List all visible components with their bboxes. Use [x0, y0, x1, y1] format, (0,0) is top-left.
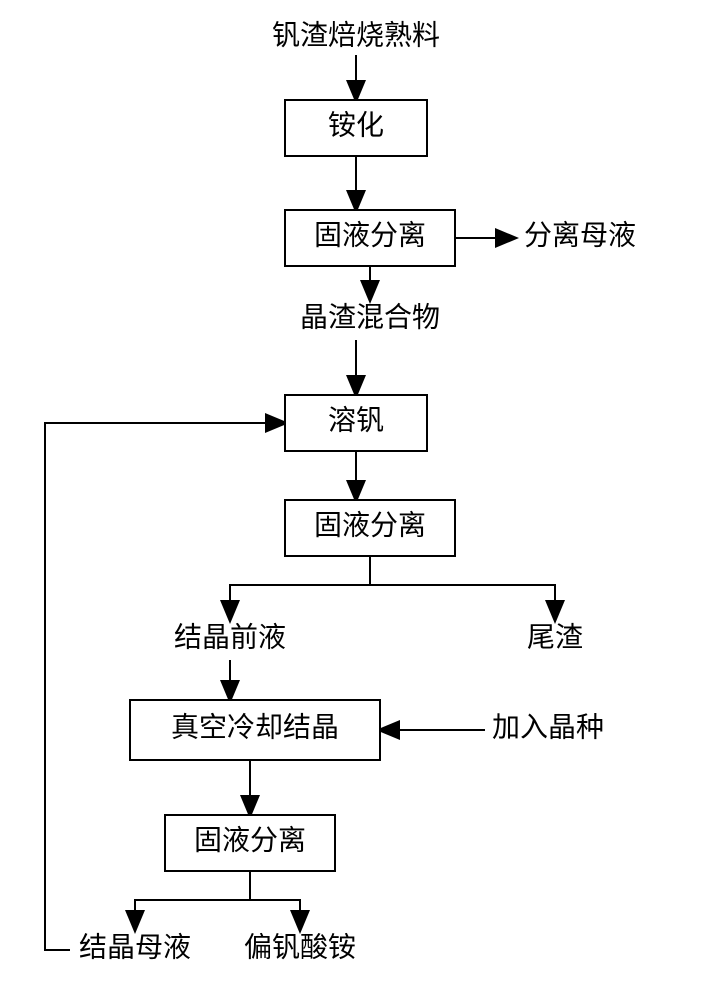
node-sep2: 固液分离 — [285, 500, 455, 556]
node-vacuum: 真空冷却结晶 — [130, 700, 380, 760]
sep1-label: 固液分离 — [314, 219, 426, 251]
node-ammoniation: 铵化 — [285, 100, 427, 156]
preliq-label: 结晶前液 — [174, 621, 286, 653]
sep2-label: 固液分离 — [314, 509, 426, 541]
seed-label: 加入晶种 — [492, 711, 604, 743]
dissolve-label: 溶钒 — [328, 404, 384, 436]
node-dissolve: 溶钒 — [285, 395, 427, 451]
sep3-label: 固液分离 — [194, 824, 306, 856]
edge-sep3-product_label — [250, 871, 300, 930]
edge-sep3-mother_label — [135, 871, 250, 930]
edge-sep2-preliq_label — [230, 556, 370, 620]
vacuum-label: 真空冷却结晶 — [171, 711, 339, 743]
node-sep3: 固液分离 — [165, 815, 335, 871]
ammoniation-label: 铵化 — [328, 109, 384, 141]
liquor-label: 分离母液 — [524, 219, 636, 251]
flowchart-canvas: 铵化 固液分离 溶钒 固液分离 真空冷却结晶 固液分离 钒渣焙烧熟料 分离母液 … — [0, 0, 713, 1000]
start-label: 钒渣焙烧熟料 — [272, 19, 440, 51]
node-sep1: 固液分离 — [285, 210, 455, 266]
mother-label: 结晶母液 — [79, 931, 191, 963]
mix-label: 晶渣混合物 — [300, 301, 440, 333]
tail-label: 尾渣 — [527, 621, 583, 653]
edge-sep2-tail_label — [370, 556, 555, 620]
product-label: 偏钒酸铵 — [244, 931, 356, 963]
